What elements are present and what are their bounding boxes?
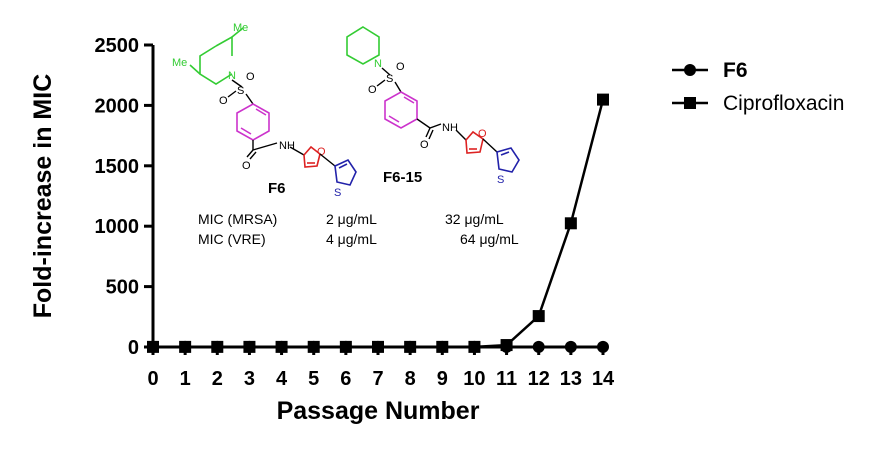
data-point-f6: [179, 340, 192, 353]
legend-marker-circle: [684, 64, 696, 76]
legend: F6 Ciprofloxacin: [672, 59, 844, 115]
f615-piperidine-n: N: [374, 58, 382, 70]
x-ticks: 0 1 2 3 4 5 6 7 8 9 10 11 12 13 14: [147, 347, 615, 390]
compound-label-f6-15: F6-15: [383, 169, 422, 186]
data-point-f6: [147, 340, 159, 353]
f615-sulfonyl-o2: O: [396, 61, 405, 73]
x-tick-label: 13: [560, 368, 582, 390]
data-point-f6: [307, 340, 320, 353]
f615-sulfonyl-o1: O: [368, 84, 377, 96]
data-point-f6: [532, 340, 545, 353]
mic-row-label-mrsa: MIC (MRSA): [198, 211, 277, 227]
f615-furan-o: O: [478, 128, 487, 140]
mic-f615-mrsa: 32 μg/mL: [445, 211, 504, 227]
data-point-f6: [597, 340, 609, 353]
f6-amide-o: O: [242, 160, 251, 172]
f6-methyl-top: Me: [233, 22, 248, 34]
x-tick-label: 1: [180, 368, 191, 390]
structure-f6-15: N S O O O NH O: [346, 26, 520, 186]
f615-piperidine-ring: [346, 26, 380, 65]
f615-thiophene-ring: [496, 147, 520, 173]
f615-furan-ring: [465, 130, 484, 154]
mic-f6-mrsa: 2 μg/mL: [326, 211, 377, 227]
x-tick-label: 10: [463, 368, 485, 390]
x-axis-title: Passage Number: [277, 397, 480, 425]
compound-label-f6: F6: [268, 180, 286, 197]
data-point-f6: [339, 340, 352, 353]
data-point-ciprofloxacin: [532, 310, 545, 323]
f6-amide-nh: NH: [279, 140, 295, 152]
f615-biaryl-bond: [482, 138, 498, 153]
f615-sulfur: S: [386, 73, 393, 85]
data-point-ciprofloxacin: [564, 217, 577, 230]
x-tick-label: 12: [528, 368, 550, 390]
legend-item-f6: F6: [672, 59, 748, 82]
data-point-f6: [243, 340, 256, 353]
f6-phenyl-ring: [236, 103, 270, 141]
legend-label-f6: F6: [723, 59, 748, 82]
structure-f6: Me Me N S O O O NH: [172, 22, 357, 199]
y-tick-label: 1000: [95, 216, 140, 238]
data-point-f6: [500, 340, 513, 353]
y-tick-label: 2000: [95, 95, 140, 117]
series-layer: [147, 93, 609, 353]
legend-marker-square: [684, 97, 696, 109]
mic-row-label-vre: MIC (VRE): [198, 231, 266, 247]
x-tick-label: 3: [244, 368, 255, 390]
f615-sulfonyl-bonds: [376, 67, 402, 93]
x-tick-label: 2: [212, 368, 223, 390]
f615-amide-nh: NH: [442, 122, 458, 134]
f6-sulfonyl-bonds: [227, 79, 254, 105]
mic-f615-vre: 64 μg/mL: [460, 231, 519, 247]
f6-furan-ring: [303, 145, 321, 168]
x-tick-label: 9: [437, 368, 448, 390]
f6-methyl-left: Me: [172, 57, 187, 69]
f6-thiophene-s: S: [334, 187, 341, 199]
data-point-ciprofloxacin: [597, 93, 609, 106]
legend-label-ciprofloxacin: Ciprofloxacin: [723, 92, 844, 115]
data-point-f6: [404, 340, 417, 353]
y-axis-title: Fold-increase in MIC: [29, 74, 57, 318]
y-tick-label: 1500: [95, 156, 140, 178]
mic-f6-vre: 4 μg/mL: [326, 231, 377, 247]
x-tick-label: 14: [592, 368, 615, 390]
data-point-f6: [436, 340, 449, 353]
y-tick-label: 2500: [95, 35, 140, 57]
f615-amide-bonds: [416, 118, 467, 141]
x-tick-label: 11: [496, 368, 517, 390]
data-point-f6: [372, 340, 384, 353]
x-tick-label: 5: [308, 368, 319, 390]
data-point-f6: [468, 340, 481, 353]
legend-item-ciprofloxacin: Ciprofloxacin: [672, 92, 844, 115]
x-tick-label: 0: [147, 368, 158, 390]
x-tick-label: 6: [340, 368, 351, 390]
f6-thiophene-ring: [334, 158, 357, 186]
data-point-f6: [564, 340, 577, 353]
mic-table: MIC (MRSA) MIC (VRE) 2 μg/mL 4 μg/mL 32 …: [198, 211, 519, 247]
data-point-f6: [275, 340, 288, 353]
y-tick-label: 0: [128, 337, 139, 359]
y-ticks: 0 500 1000 1500 2000 2500: [95, 35, 153, 359]
x-tick-label: 4: [276, 368, 288, 390]
f6-biaryl-bond: [319, 153, 336, 167]
f615-amide-o: O: [420, 139, 429, 151]
f6-sulfonyl-o2: O: [246, 71, 255, 83]
x-tick-label: 7: [372, 368, 383, 390]
f615-thiophene-s: S: [497, 174, 504, 186]
data-point-f6: [211, 340, 224, 353]
f6-amide-bonds: [246, 140, 305, 160]
f6-piperidine-ring: [189, 27, 244, 85]
f6-sulfonyl-o1: O: [219, 95, 228, 107]
f6-sulfur: S: [237, 85, 244, 97]
f615-phenyl-ring: [384, 91, 418, 129]
x-tick-label: 8: [405, 368, 416, 390]
f6-furan-o: O: [317, 146, 326, 158]
f6-piperidine-n: N: [228, 70, 236, 82]
y-tick-label: 500: [106, 277, 139, 299]
